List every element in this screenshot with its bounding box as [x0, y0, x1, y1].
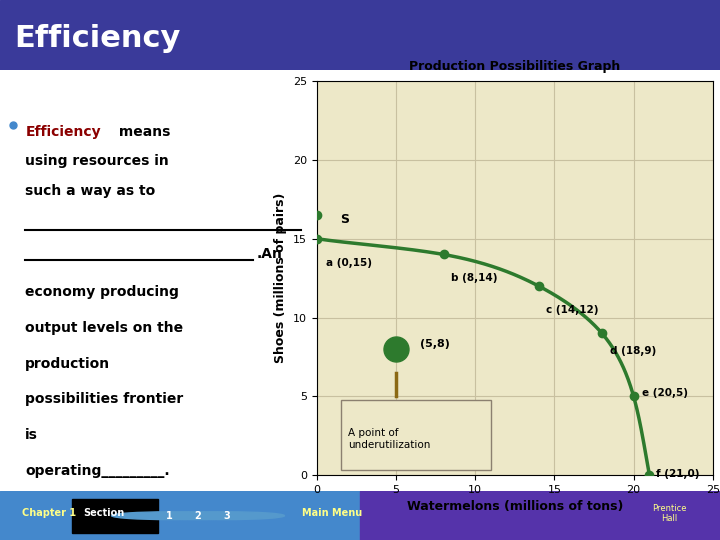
Text: output levels on the: output levels on the — [25, 321, 184, 335]
Text: a (0,15): a (0,15) — [326, 258, 372, 268]
Bar — [341, 400, 491, 470]
X-axis label: Watermelons (millions of tons): Watermelons (millions of tons) — [407, 501, 623, 514]
Text: is: is — [25, 428, 38, 442]
Text: means: means — [114, 125, 171, 139]
Circle shape — [169, 512, 284, 519]
Text: S: S — [341, 213, 350, 226]
Text: Efficiency: Efficiency — [25, 125, 101, 139]
Circle shape — [140, 512, 256, 519]
Text: Efficiency: Efficiency — [14, 24, 181, 53]
Circle shape — [112, 512, 227, 519]
Text: such a way as to: such a way as to — [25, 184, 156, 198]
Text: possibilities frontier: possibilities frontier — [25, 393, 184, 407]
Text: 3: 3 — [223, 511, 230, 521]
Text: using resources in: using resources in — [25, 154, 169, 168]
Bar — [72, 499, 158, 532]
Text: e (20,5): e (20,5) — [642, 388, 688, 399]
Text: 2: 2 — [194, 511, 202, 521]
Text: production: production — [25, 356, 110, 370]
Y-axis label: Shoes (millions of pairs): Shoes (millions of pairs) — [274, 193, 287, 363]
Text: Production Possibilities Graph: Production Possibilities Graph — [409, 60, 621, 73]
Text: A point of
underutilization: A point of underutilization — [348, 428, 431, 450]
Bar — [0, 491, 360, 540]
Text: (5,8): (5,8) — [420, 339, 449, 349]
Text: b (8,14): b (8,14) — [451, 273, 498, 284]
Text: Section: Section — [83, 508, 124, 518]
Text: operating_________.: operating_________. — [25, 464, 170, 478]
Text: .An: .An — [256, 247, 282, 261]
Text: Main Menu: Main Menu — [302, 508, 363, 518]
Text: 1: 1 — [166, 511, 173, 521]
Text: c (14,12): c (14,12) — [546, 305, 599, 315]
Text: Chapter 1: Chapter 1 — [22, 508, 76, 518]
Text: f (21,0): f (21,0) — [656, 469, 699, 479]
Bar — [360, 491, 720, 540]
Text: economy producing: economy producing — [25, 285, 179, 299]
Text: Prentice
Hall: Prentice Hall — [652, 504, 687, 523]
Text: d (18,9): d (18,9) — [610, 346, 656, 356]
